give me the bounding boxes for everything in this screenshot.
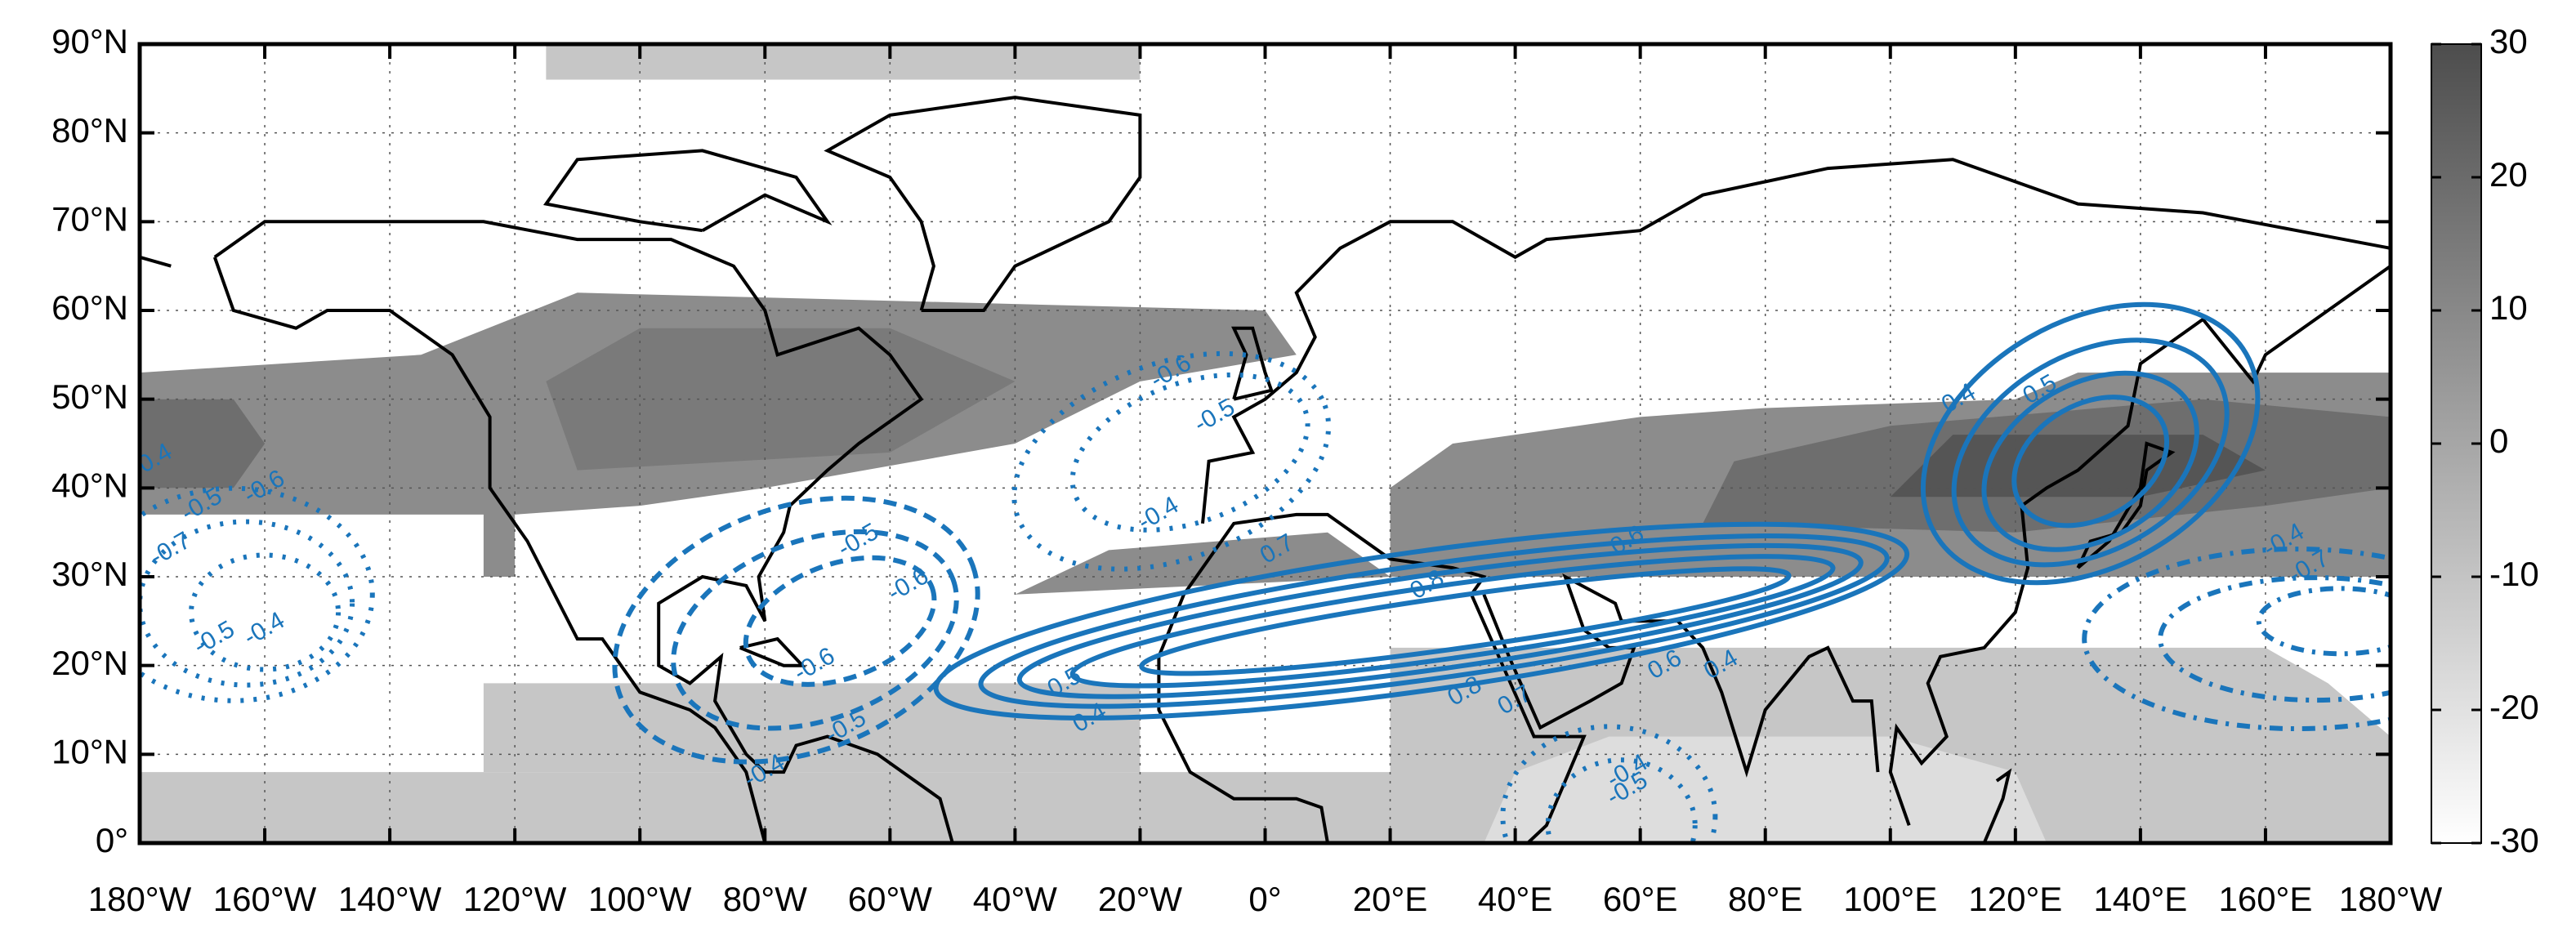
shaded-region xyxy=(140,399,266,489)
contour-line xyxy=(743,555,937,687)
x-tick-label: 40°W xyxy=(973,880,1058,918)
colorbar-tick-label: -20 xyxy=(2489,688,2539,726)
contour-line xyxy=(978,533,1890,709)
y-tick-label: 20°N xyxy=(51,644,128,682)
contour-line xyxy=(1139,566,1792,676)
coastline xyxy=(739,636,806,667)
coastlines xyxy=(140,96,2391,843)
contour-label: -0.4 xyxy=(1133,491,1183,535)
contour-line xyxy=(2158,575,2391,703)
contour-label: -0.4 xyxy=(239,607,289,651)
contour-line xyxy=(140,519,355,688)
x-tick-label: 140°W xyxy=(338,880,442,918)
contour-label: -0.7 xyxy=(145,527,195,571)
coastline xyxy=(824,96,1142,312)
x-tick-label: 0° xyxy=(1248,880,1281,918)
coastline xyxy=(1231,326,1274,401)
coastline xyxy=(2076,441,2176,569)
shaded-region xyxy=(546,44,1141,80)
contour-line xyxy=(1011,350,1332,572)
coastline xyxy=(1888,265,2391,826)
contour-line xyxy=(1069,554,1836,689)
shaded-region xyxy=(1015,532,1391,595)
colorbar-tick-label: -10 xyxy=(2489,555,2539,593)
shading xyxy=(140,44,2391,843)
contour-line xyxy=(1951,337,2230,568)
coastline xyxy=(542,149,833,233)
contour-line xyxy=(1016,542,1864,699)
shaded-region xyxy=(483,683,1141,773)
colorbar-tick-label: 0 xyxy=(2489,422,2508,460)
contour-line xyxy=(612,495,980,765)
x-tick-label: 160°W xyxy=(213,880,317,918)
coastline xyxy=(1982,768,2012,843)
x-tick-label: 80°W xyxy=(723,880,808,918)
contour-line xyxy=(2256,586,2391,657)
x-tick-label: 60°W xyxy=(848,880,933,918)
contour-label: -0.6 xyxy=(883,562,933,606)
contour-label: -0.5 xyxy=(1190,394,1239,438)
x-tick-label: 180°W xyxy=(2339,880,2443,918)
y-tick-label: 10°N xyxy=(51,732,128,770)
coastline xyxy=(140,255,172,268)
contour-line xyxy=(1920,301,2261,586)
x-tick-label: 180°W xyxy=(88,880,192,918)
x-tick-label: 20°W xyxy=(1098,880,1183,918)
colorbar-tick-label: 20 xyxy=(2489,155,2528,194)
x-tick-label: 120°E xyxy=(1968,880,2062,918)
x-tick-label: 20°E xyxy=(1353,880,1428,918)
contour-line xyxy=(1500,724,1718,843)
coastline xyxy=(1201,158,2391,524)
contour-line xyxy=(1069,372,1310,533)
x-tick-label: 40°E xyxy=(1478,880,1553,918)
y-tick-label: 80°N xyxy=(51,111,128,149)
coastline xyxy=(212,257,767,843)
y-tick-label: 70°N xyxy=(51,199,128,238)
y-tick-label: 0° xyxy=(96,821,128,859)
y-tick-label: 30°N xyxy=(51,555,128,593)
contour-label: -0.5 xyxy=(189,615,239,659)
colorbar-tick-label: 30 xyxy=(2489,22,2528,60)
contour-line xyxy=(2082,547,2391,732)
contour-line xyxy=(2011,395,2170,529)
contour-line xyxy=(189,552,342,672)
x-tick-label: 100°E xyxy=(1843,880,1937,918)
x-tick-label: 80°E xyxy=(1728,880,1803,918)
contour-line xyxy=(140,485,375,703)
y-tick-label: 40°N xyxy=(51,466,128,504)
y-tick-label: 60°N xyxy=(51,288,128,327)
y-tick-label: 90°N xyxy=(51,22,128,60)
x-tick-label: 60°E xyxy=(1603,880,1678,918)
x-tick-label: 140°E xyxy=(2093,880,2187,918)
coastline xyxy=(213,220,954,843)
contour-line xyxy=(671,529,959,731)
colorbar-tick-label: 10 xyxy=(2489,288,2528,327)
contour-line xyxy=(1981,370,2199,552)
colorbar-tick-label: -30 xyxy=(2489,821,2539,859)
contour-line xyxy=(933,521,1910,721)
x-tick-label: 160°E xyxy=(2218,880,2312,918)
contour-line xyxy=(1545,757,1698,843)
x-tick-label: 100°W xyxy=(588,880,692,918)
coastline xyxy=(1157,512,1587,843)
y-tick-label: 50°N xyxy=(51,377,128,416)
x-tick-label: 120°W xyxy=(463,880,567,918)
axes: 180°W 160°W 140°W 120°W 100°W 80°W 60°W 40°W 20°… xyxy=(51,22,2539,918)
